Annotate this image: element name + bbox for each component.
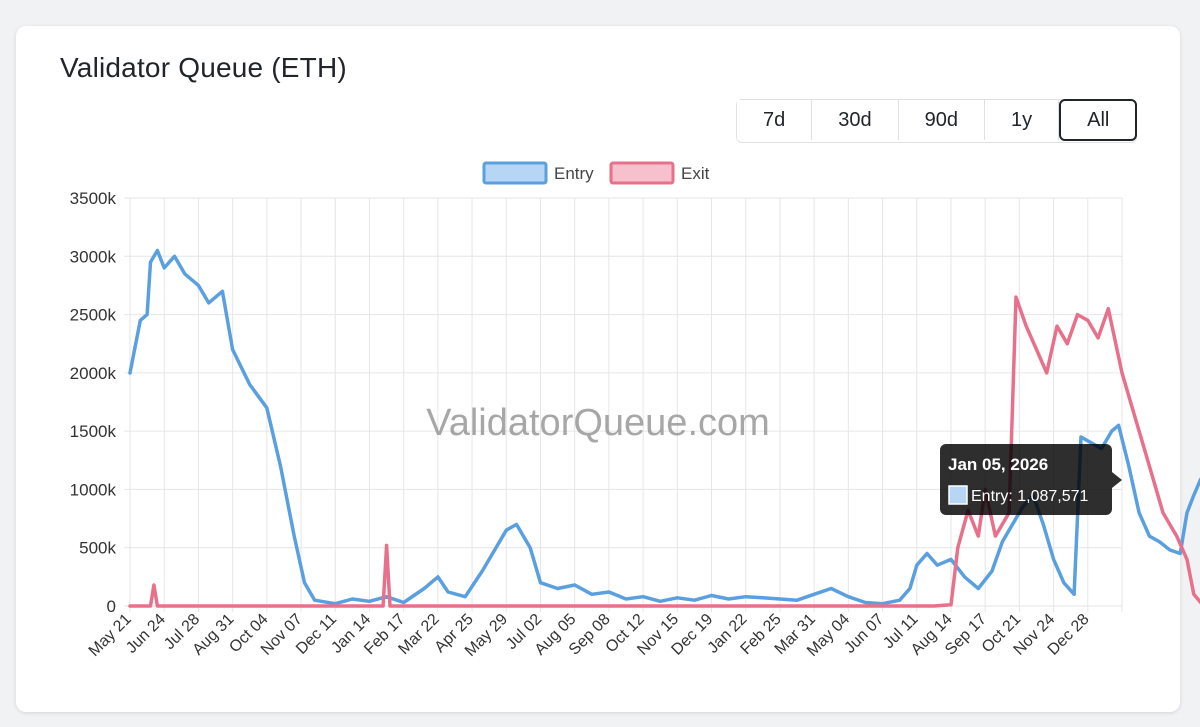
y-tick-label: 1500k bbox=[70, 422, 117, 441]
y-tick-label: 2500k bbox=[70, 306, 117, 325]
series-line-entry bbox=[128, 248, 1200, 606]
page-title: Validator Queue (ETH) bbox=[60, 52, 347, 83]
legend-entry-swatch bbox=[482, 161, 548, 185]
range-selector: 7d 30d 90d 1y All bbox=[736, 99, 1138, 143]
tooltip-caret bbox=[1112, 472, 1122, 488]
legend-exit-label: Exit bbox=[681, 164, 710, 183]
series-line-exit bbox=[128, 295, 1200, 608]
tooltip-title: Jan 05, 2026 bbox=[948, 455, 1048, 474]
legend-entry[interactable]: Entry bbox=[482, 161, 594, 185]
y-tick-label: 1000k bbox=[70, 480, 117, 499]
y-tick-label: 3500k bbox=[70, 189, 117, 208]
y-tick-label: 2000k bbox=[70, 364, 117, 383]
tooltip-label: Entry: 1,087,571 bbox=[971, 488, 1089, 505]
x-tick-label: May 21 bbox=[86, 611, 135, 660]
range-all-button[interactable]: All bbox=[1059, 99, 1138, 141]
y-tick-label: 0 bbox=[107, 597, 116, 616]
range-7d-button[interactable]: 7d bbox=[737, 100, 813, 140]
legend-exit-swatch bbox=[609, 161, 675, 185]
legend-entry-label: Entry bbox=[554, 164, 594, 183]
tooltip-swatch bbox=[948, 485, 968, 505]
x-tick-label: Jun 24 bbox=[123, 611, 169, 657]
y-tick-label: 3000k bbox=[70, 247, 117, 266]
tooltip: Jan 05, 2026 Entry: 1,087,571 bbox=[940, 444, 1122, 515]
range-1y-button[interactable]: 1y bbox=[985, 100, 1060, 140]
range-90d-button[interactable]: 90d bbox=[898, 100, 985, 140]
legend-exit[interactable]: Exit bbox=[609, 161, 710, 185]
y-tick-label: 500k bbox=[79, 539, 116, 558]
tooltip-box bbox=[940, 444, 1112, 515]
y-axis-ticks: 0 500k 1000k 1500k 2000k 2500k 3000k 3500k bbox=[70, 189, 117, 616]
range-30d-button[interactable]: 30d bbox=[812, 100, 899, 140]
chart-card bbox=[16, 26, 1180, 712]
series-lines bbox=[128, 248, 1200, 608]
watermark-text: ValidatorQueue.com bbox=[426, 402, 770, 444]
legend: Entry Exit bbox=[482, 161, 710, 185]
x-tick-label: Jun 07 bbox=[841, 611, 887, 657]
